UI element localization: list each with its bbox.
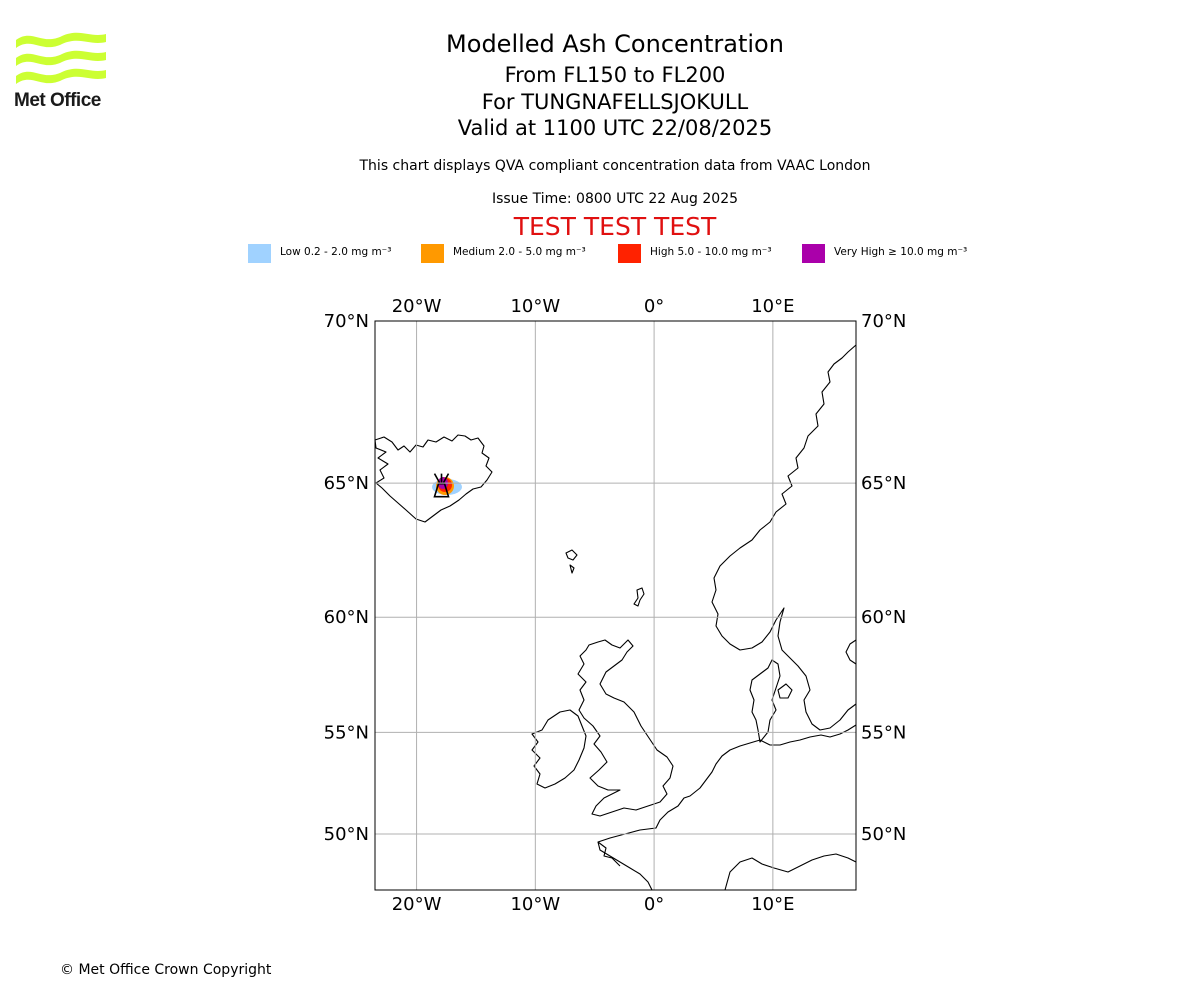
lat-tick-label-left: 70°N bbox=[324, 311, 369, 332]
lon-tick-label-bottom: 20°W bbox=[392, 894, 442, 915]
lat-tick-label-left: 60°N bbox=[324, 607, 369, 628]
lon-tick-label-top: 0° bbox=[644, 296, 664, 317]
coastline-faroe bbox=[566, 550, 577, 573]
coastline-ireland bbox=[532, 710, 586, 788]
map-gridlines bbox=[375, 321, 856, 890]
coastline-baltic bbox=[846, 640, 856, 664]
lat-tick-label-right: 65°N bbox=[861, 473, 906, 494]
lat-tick-label-right: 60°N bbox=[861, 607, 906, 628]
lon-tick-label-top: 10°E bbox=[751, 296, 794, 317]
coastline-continent-west bbox=[598, 725, 856, 890]
lon-tick-label-top: 10°W bbox=[510, 296, 560, 317]
coastline-scandinavia bbox=[712, 345, 856, 730]
lon-tick-label-bottom: 10°W bbox=[510, 894, 560, 915]
map-frame bbox=[375, 321, 856, 890]
lat-tick-label-left: 65°N bbox=[324, 473, 369, 494]
lat-tick-label-right: 55°N bbox=[861, 722, 906, 743]
coastline-shetland bbox=[634, 588, 644, 606]
coastline-denmark bbox=[750, 660, 792, 742]
lon-tick-label-bottom: 10°E bbox=[751, 894, 794, 915]
coastline-alps bbox=[725, 854, 856, 890]
coastline-brittany bbox=[598, 842, 620, 866]
lat-tick-label-right: 70°N bbox=[861, 311, 906, 332]
lon-tick-label-top: 20°W bbox=[392, 296, 442, 317]
coastline-great-britain bbox=[578, 640, 673, 816]
lat-tick-label-left: 55°N bbox=[324, 722, 369, 743]
lat-tick-label-left: 50°N bbox=[324, 824, 369, 845]
copyright-notice: © Met Office Crown Copyright bbox=[60, 962, 271, 978]
lon-tick-label-bottom: 0° bbox=[644, 894, 664, 915]
lat-tick-label-right: 50°N bbox=[861, 824, 906, 845]
coastline-iceland bbox=[375, 435, 492, 522]
map-tick-labels: 20°W 20°W 10°W 10°W 0° 0° 10°E 10°E 70°N 70°N 65°N… bbox=[324, 296, 907, 915]
